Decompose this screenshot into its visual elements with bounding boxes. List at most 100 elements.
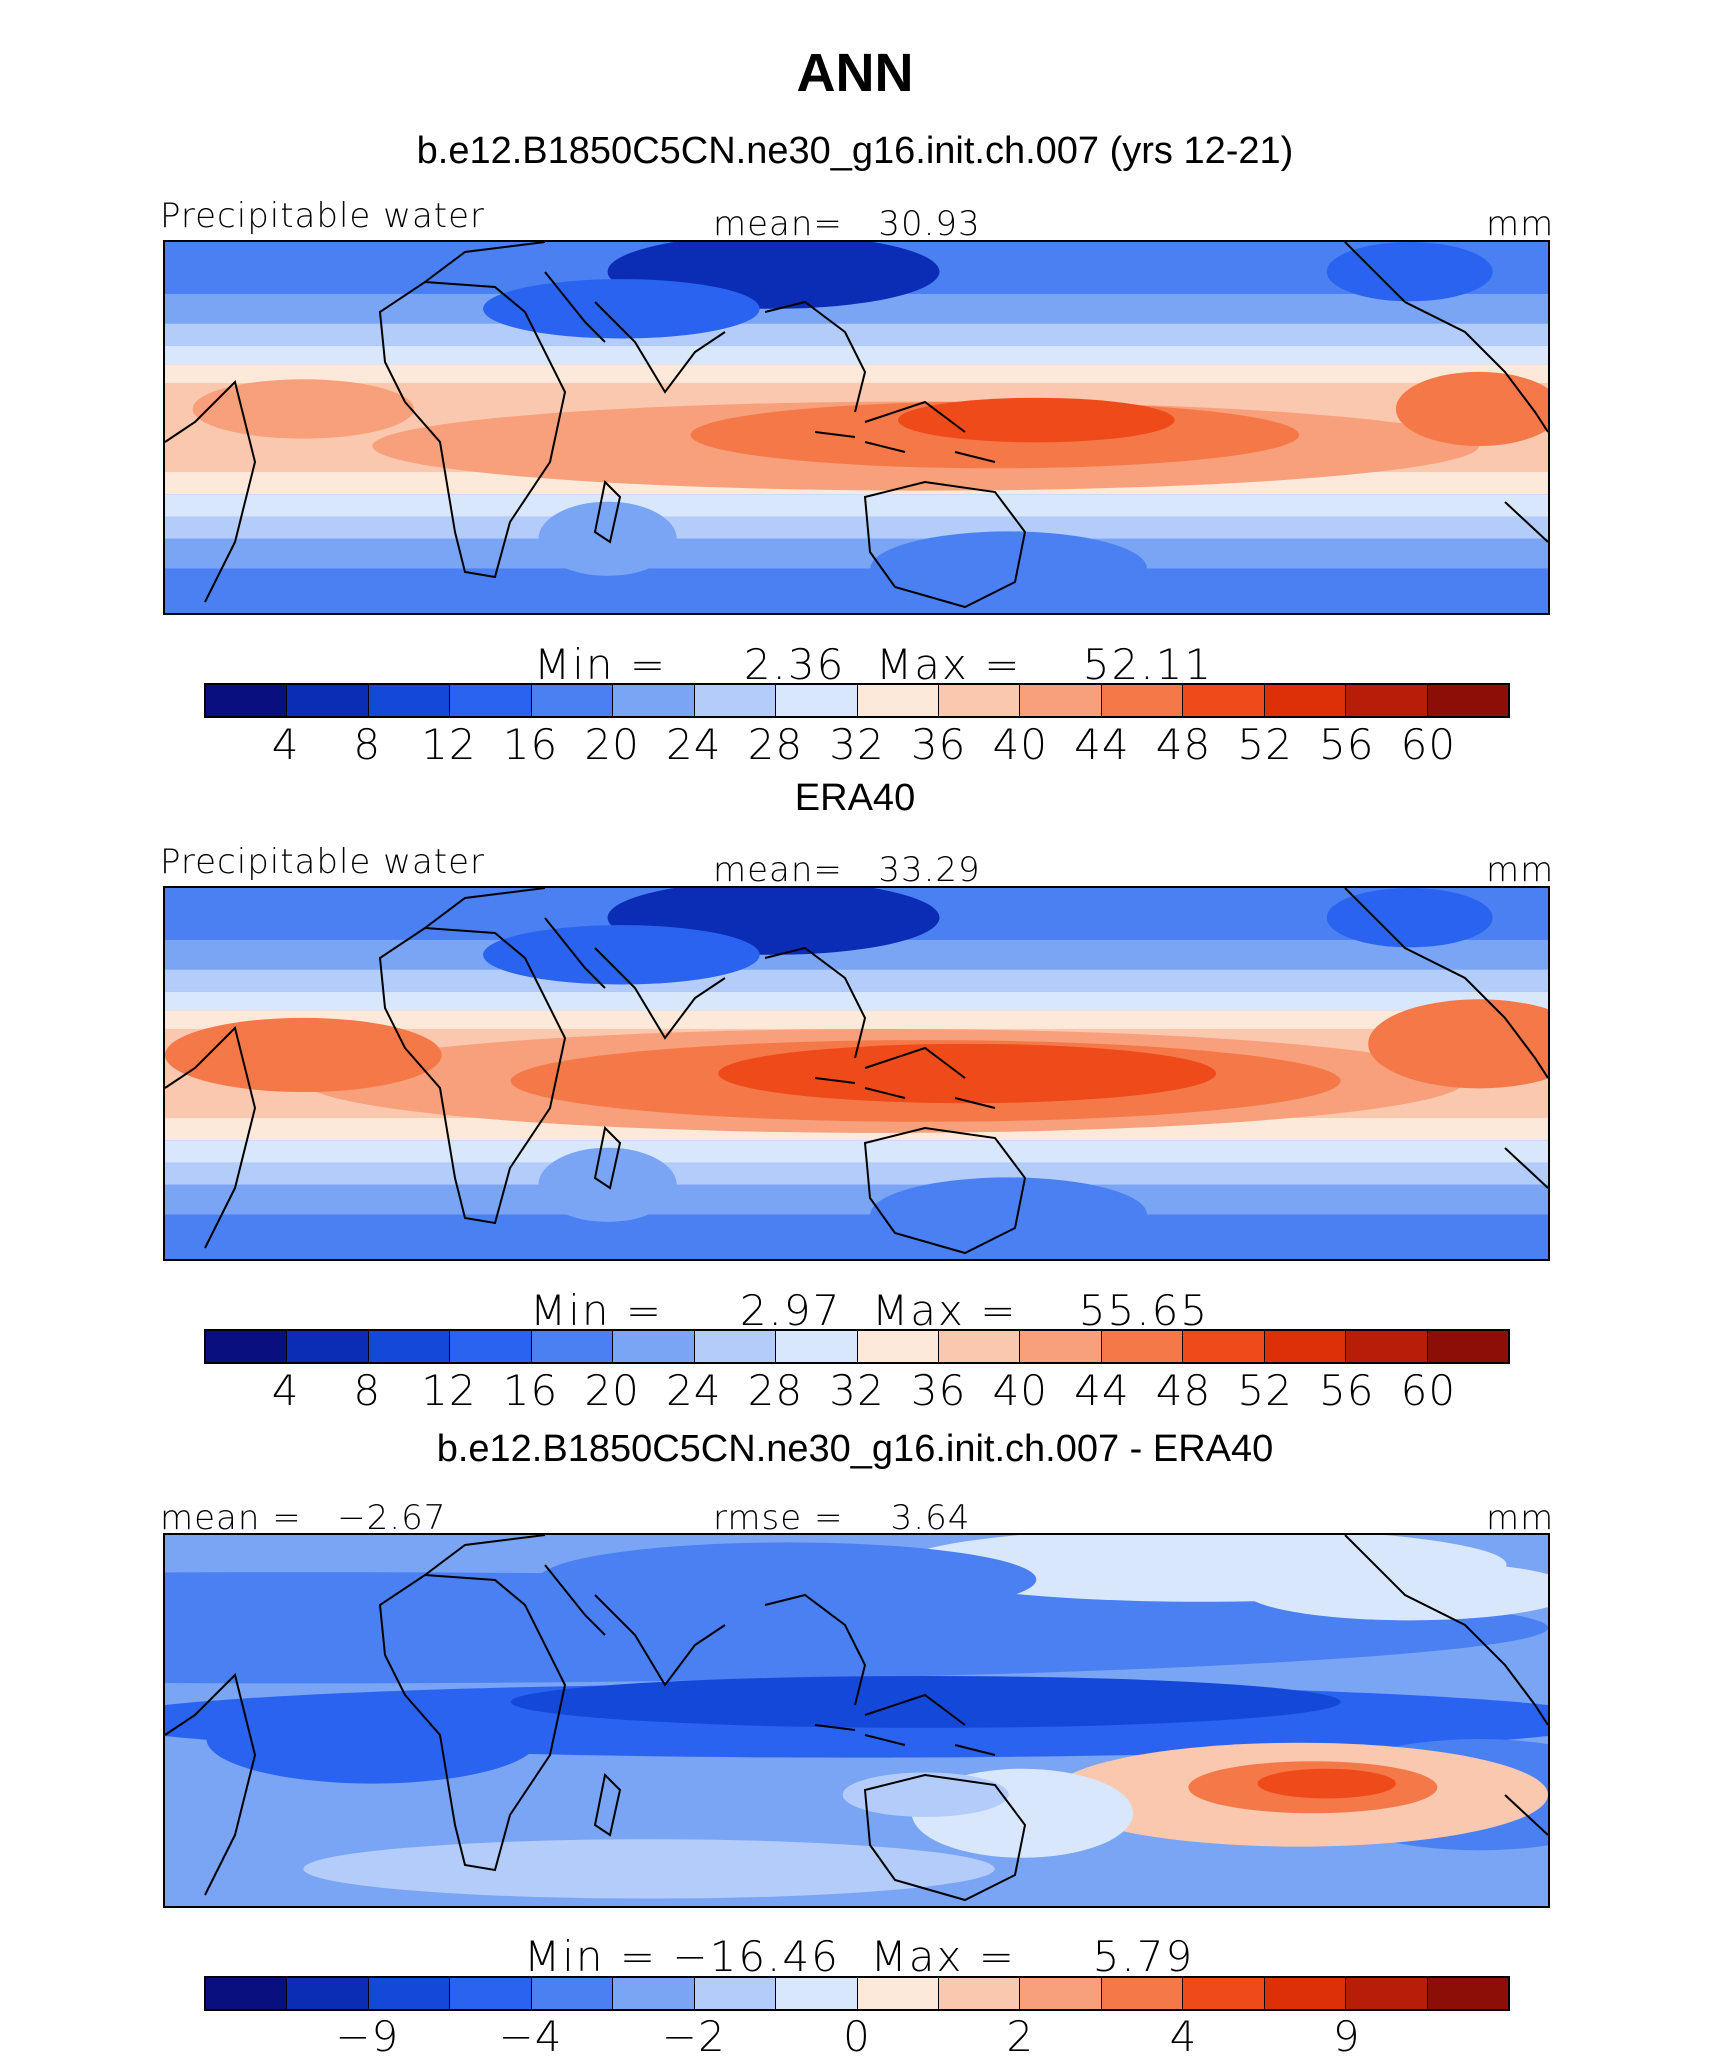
field-contour [483, 279, 760, 339]
panel-3-units: mm [1486, 1498, 1555, 1538]
colorbar-tick-label: 56 [1319, 720, 1375, 769]
field-contour [870, 1177, 1147, 1252]
panel-2-min-max: Min = 2.97 Max = 55.65 [530, 1286, 1210, 1335]
colorbar-swatch [531, 1331, 614, 1362]
colorbar-swatch [450, 1331, 532, 1362]
colorbar-swatch [694, 685, 777, 716]
field-contour [1326, 242, 1493, 302]
panel-1-title: b.e12.B1850C5CN.ne30_g16.init.ch.007 (yr… [416, 130, 1294, 172]
colorbar-swatch [613, 1978, 695, 2009]
colorbar-tick-label: 12 [421, 720, 477, 769]
colorbar-swatch [613, 685, 695, 716]
colorbar-swatch [1346, 685, 1428, 716]
colorbar-swatch [1427, 1331, 1508, 1362]
colorbar-tick-label: 28 [747, 720, 804, 769]
panel-2-colorbar-ticks: 4 8 12 16 20 24 28 32 36 40 44 48 52 56 60 [0, 1366, 1710, 1416]
panel-3-map [163, 1533, 1550, 1908]
colorbar-swatch [1020, 1331, 1102, 1362]
colorbar-tick-label: 44 [1074, 1366, 1130, 1415]
colorbar-tick-label: 4 [1169, 2012, 1198, 2061]
field-band [165, 323, 1548, 346]
colorbar-swatch [938, 685, 1021, 716]
colorbar-tick-label: 16 [502, 1366, 559, 1415]
panel-2-variable: Precipitable water [160, 842, 486, 882]
colorbar-tick-label: 36 [910, 1366, 967, 1415]
panel-1-min-max: Min = 2.36 Max = 52.11 [534, 640, 1214, 689]
panel-2-field [165, 888, 1548, 1259]
field-band [165, 538, 1548, 569]
panel-1-mean: mean= 30.93 [713, 204, 981, 244]
colorbar-swatch [1264, 1331, 1347, 1362]
field-contour [1368, 999, 1548, 1089]
field-contour [206, 1694, 539, 1784]
colorbar-swatch [776, 685, 858, 716]
field-band [165, 1010, 1548, 1029]
panel-3-min-max: Min = −16.46 Max = 5.79 [524, 1932, 1195, 1981]
colorbar-tick-label: 16 [502, 720, 559, 769]
colorbar-swatch [694, 1978, 777, 2009]
field-contour [1243, 1560, 1548, 1621]
field-contour [538, 1147, 677, 1222]
field-contour [538, 1542, 1037, 1617]
field-contour [842, 1772, 1009, 1817]
colorbar-tick-label: 24 [666, 720, 722, 769]
coastlines [165, 1535, 1548, 1902]
colorbar-swatch [1427, 1978, 1508, 2009]
colorbar-tick-label: 48 [1155, 1366, 1212, 1415]
field-contour [510, 1675, 1341, 1728]
colorbar-tick-label: 8 [353, 720, 382, 769]
colorbar-swatch [1264, 1978, 1347, 2009]
colorbar-tick-label: 8 [353, 1366, 382, 1415]
colorbar-swatch [1427, 685, 1508, 716]
colorbar-tick-label: 0 [843, 2012, 871, 2061]
coastlines [165, 888, 1548, 1255]
colorbar-tick-label: −9 [335, 2012, 400, 2061]
colorbar-swatch [776, 1978, 858, 2009]
colorbar-tick-label: 28 [747, 1366, 804, 1415]
panel-2-title: ERA40 [794, 777, 916, 819]
colorbar-swatch [938, 1978, 1021, 2009]
field-contour [538, 501, 677, 576]
field-band [165, 516, 1548, 539]
colorbar-swatch [206, 1331, 288, 1362]
field-contour [1257, 1768, 1396, 1799]
field-band [165, 1162, 1548, 1185]
field-band [165, 1214, 1548, 1259]
colorbar-tick-label: 44 [1074, 720, 1130, 769]
colorbar-swatch [938, 1331, 1021, 1362]
panel-2-map [163, 886, 1550, 1261]
colorbar-tick-label: 20 [584, 720, 640, 769]
panel-1-colorbar [204, 683, 1510, 718]
colorbar-swatch [1346, 1978, 1428, 2009]
colorbar-tick-label: −2 [661, 2012, 726, 2061]
colorbar-swatch [368, 1978, 451, 2009]
coastlines [165, 242, 1548, 609]
panel-2-units: mm [1486, 850, 1555, 890]
colorbar-swatch [1101, 685, 1184, 716]
panel-1-field [165, 242, 1548, 613]
colorbar-swatch [857, 1978, 939, 2009]
colorbar-swatch [857, 685, 939, 716]
field-contour [303, 1839, 995, 1899]
colorbar-tick-label: 40 [992, 1366, 1048, 1415]
colorbar-swatch [287, 685, 369, 716]
panel-1-units: mm [1486, 204, 1555, 244]
colorbar-tick-label: 48 [1155, 720, 1212, 769]
colorbar-swatch [1183, 1331, 1265, 1362]
colorbar-swatch [206, 1978, 288, 2009]
panel-3-colorbar [204, 1976, 1510, 2011]
panel-2-mean: mean= 33.29 [713, 850, 981, 890]
field-contour [192, 379, 414, 439]
colorbar-swatch [531, 685, 614, 716]
colorbar-tick-label: 60 [1400, 720, 1457, 769]
colorbar-tick-label: 52 [1237, 1366, 1293, 1415]
panel-3-rmse: rmse = 3.64 [713, 1498, 971, 1538]
colorbar-swatch [1020, 1978, 1102, 2009]
colorbar-swatch [368, 1331, 451, 1362]
colorbar-swatch [368, 685, 451, 716]
field-band [165, 568, 1548, 613]
colorbar-swatch [1183, 1978, 1265, 2009]
field-contour [1395, 371, 1548, 447]
colorbar-swatch [694, 1331, 777, 1362]
field-contour [897, 397, 1175, 443]
